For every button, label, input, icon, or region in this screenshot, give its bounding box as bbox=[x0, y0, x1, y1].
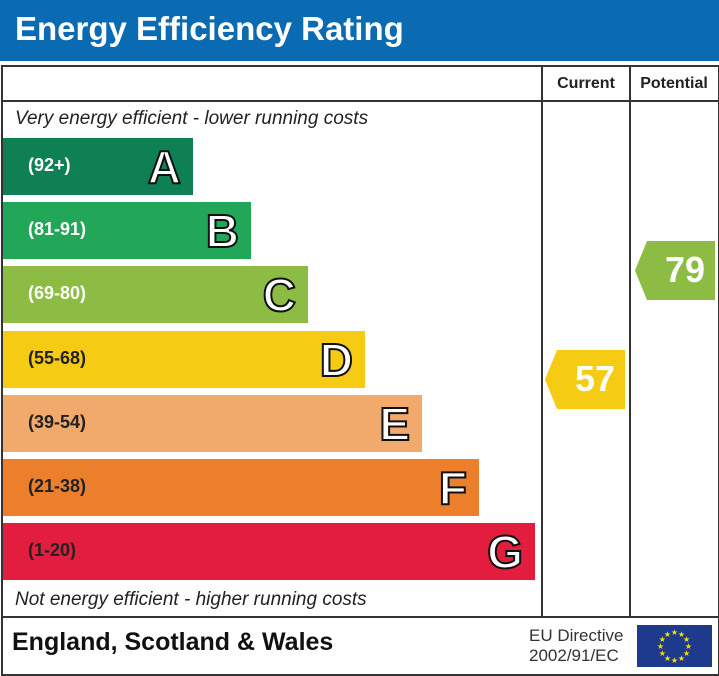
band-G: (1-20) G bbox=[3, 523, 535, 580]
column-potential: Potential bbox=[640, 75, 708, 92]
region-label: England, Scotland & Wales bbox=[12, 628, 334, 656]
eu-flag-icon: ★ ★ ★ ★ ★ ★ ★ ★ ★ ★ ★ ★ bbox=[637, 625, 712, 667]
band-E: (39-54) E bbox=[3, 395, 422, 452]
bottom-note: Not energy efficient - higher running co… bbox=[15, 589, 367, 610]
directive-line1: EU Directive bbox=[529, 626, 624, 645]
band-letter: E bbox=[378, 397, 411, 451]
star-icon: ★ bbox=[683, 635, 690, 644]
band-range: (81-91) bbox=[28, 219, 87, 239]
star-icon: ★ bbox=[671, 656, 678, 665]
divider bbox=[1, 100, 718, 102]
band-range: (21-38) bbox=[28, 476, 87, 496]
star-icon: ★ bbox=[678, 654, 685, 663]
star-icon: ★ bbox=[659, 649, 666, 658]
potential-rating-value: 79 bbox=[664, 249, 706, 290]
star-icon: ★ bbox=[657, 642, 664, 651]
star-icon: ★ bbox=[685, 642, 692, 651]
band-letter: G bbox=[486, 525, 524, 579]
band-range: (39-54) bbox=[28, 412, 87, 432]
band-letter: F bbox=[438, 461, 468, 515]
band-range: (1-20) bbox=[28, 540, 77, 560]
header-bar: Energy Efficiency Rating bbox=[0, 0, 719, 61]
band-range: (55-68) bbox=[28, 348, 87, 368]
band-F: (21-38) F bbox=[3, 459, 479, 516]
star-icon: ★ bbox=[678, 630, 685, 639]
divider bbox=[629, 65, 631, 617]
band-B: (81-91) B bbox=[3, 202, 251, 259]
band-range: (69-80) bbox=[28, 283, 87, 303]
star-icon: ★ bbox=[664, 654, 671, 663]
star-icon: ★ bbox=[664, 630, 671, 639]
star-icon: ★ bbox=[659, 635, 666, 644]
star-icon: ★ bbox=[683, 649, 690, 658]
band-D: (55-68) D bbox=[3, 331, 365, 388]
band-C: (69-80) C bbox=[3, 266, 308, 323]
directive-line2: 2002/91/EC bbox=[529, 646, 619, 665]
eu-directive: EU Directive 2002/91/EC bbox=[529, 626, 623, 666]
band-letter: D bbox=[319, 333, 354, 387]
band-letter: A bbox=[147, 140, 182, 194]
divider bbox=[541, 65, 543, 617]
column-current: Current bbox=[557, 75, 615, 92]
current-rating-value: 57 bbox=[574, 358, 616, 399]
band-A: (92+) A bbox=[3, 138, 193, 195]
star-icon: ★ bbox=[671, 628, 678, 637]
title: Energy Efficiency Rating bbox=[15, 10, 404, 47]
current-rating-arrow: 57 bbox=[545, 350, 625, 409]
divider bbox=[1, 616, 718, 618]
band-range: (92+) bbox=[28, 155, 71, 175]
band-letter: C bbox=[262, 268, 297, 322]
potential-rating-arrow: 79 bbox=[635, 241, 715, 300]
band-letter: B bbox=[205, 204, 240, 258]
top-note: Very energy efficient - lower running co… bbox=[15, 108, 369, 129]
